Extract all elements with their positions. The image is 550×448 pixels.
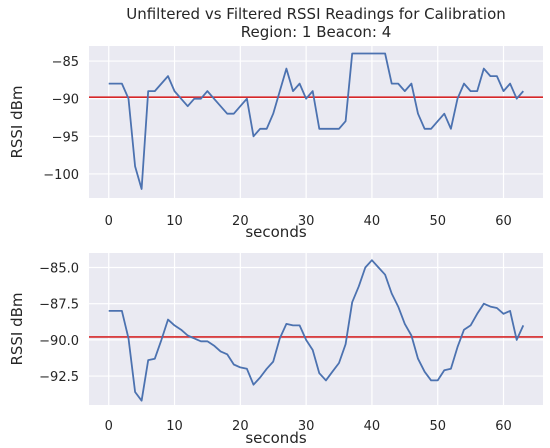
unfiltered-y-tick-labels: −85 −90 −95 −100 [43, 55, 79, 183]
unfiltered-y-tick-label: −100 [43, 168, 79, 183]
filtered-y-tick-label: −87.5 [39, 298, 79, 313]
filtered-rssi-series-line [108, 259, 525, 402]
unfiltered-rssi-chart: 0 10 20 30 40 50 60 −85 −90 −95 −100 seconds RSSI dB… [8, 46, 543, 241]
filtered-y-tick-label: −90.0 [39, 334, 79, 349]
unfiltered-x-tick-label: 50 [429, 214, 446, 229]
filtered-x-tick-label: 10 [166, 419, 183, 434]
chart-title-line-2: Region: 1 Beacon: 4 [241, 23, 392, 41]
unfiltered-x-tick-label: 30 [298, 214, 315, 229]
filtered-y-tick-labels: −85.0 −87.5 −90.0 −92.5 [39, 261, 79, 385]
unfiltered-plot-background [89, 46, 543, 198]
filtered-x-axis-label: seconds [245, 429, 306, 447]
unfiltered-x-tick-label: 20 [232, 214, 249, 229]
unfiltered-x-tick-labels: 0 10 20 30 40 50 60 [105, 214, 512, 229]
filtered-x-tick-label: 50 [429, 419, 446, 434]
unfiltered-x-tick-label: 40 [364, 214, 381, 229]
unfiltered-y-tick-label: −90 [52, 93, 79, 108]
filtered-x-tick-label: 20 [232, 419, 249, 434]
unfiltered-x-tick-label: 0 [105, 214, 113, 229]
filtered-rssi-chart: 0 10 20 30 40 50 60 −85.0 −87.5 −90.0 −92.5 seconds… [8, 253, 543, 447]
unfiltered-rssi-series-line [108, 52, 524, 190]
filtered-x-tick-label: 60 [495, 419, 512, 434]
unfiltered-x-tick-label: 60 [495, 214, 512, 229]
chart-title-line-1: Unfiltered vs Filtered RSSI Readings for… [126, 5, 506, 23]
filtered-x-tick-label: 30 [298, 419, 315, 434]
unfiltered-y-tick-label: −95 [52, 130, 79, 145]
filtered-y-tick-label: −92.5 [39, 370, 79, 385]
filtered-grid [89, 253, 543, 405]
filtered-plot-background [89, 253, 543, 405]
filtered-x-tick-label: 40 [364, 419, 381, 434]
filtered-y-axis-label: RSSI dBm [8, 292, 26, 365]
unfiltered-x-axis-label: seconds [245, 223, 306, 241]
unfiltered-x-tick-label: 10 [166, 214, 183, 229]
unfiltered-y-tick-label: −85 [52, 55, 79, 70]
filtered-x-tick-label: 0 [105, 419, 113, 434]
filtered-y-tick-label: −85.0 [39, 261, 79, 276]
filtered-x-tick-labels: 0 10 20 30 40 50 60 [105, 419, 512, 434]
unfiltered-y-axis-label: RSSI dBm [8, 85, 26, 158]
